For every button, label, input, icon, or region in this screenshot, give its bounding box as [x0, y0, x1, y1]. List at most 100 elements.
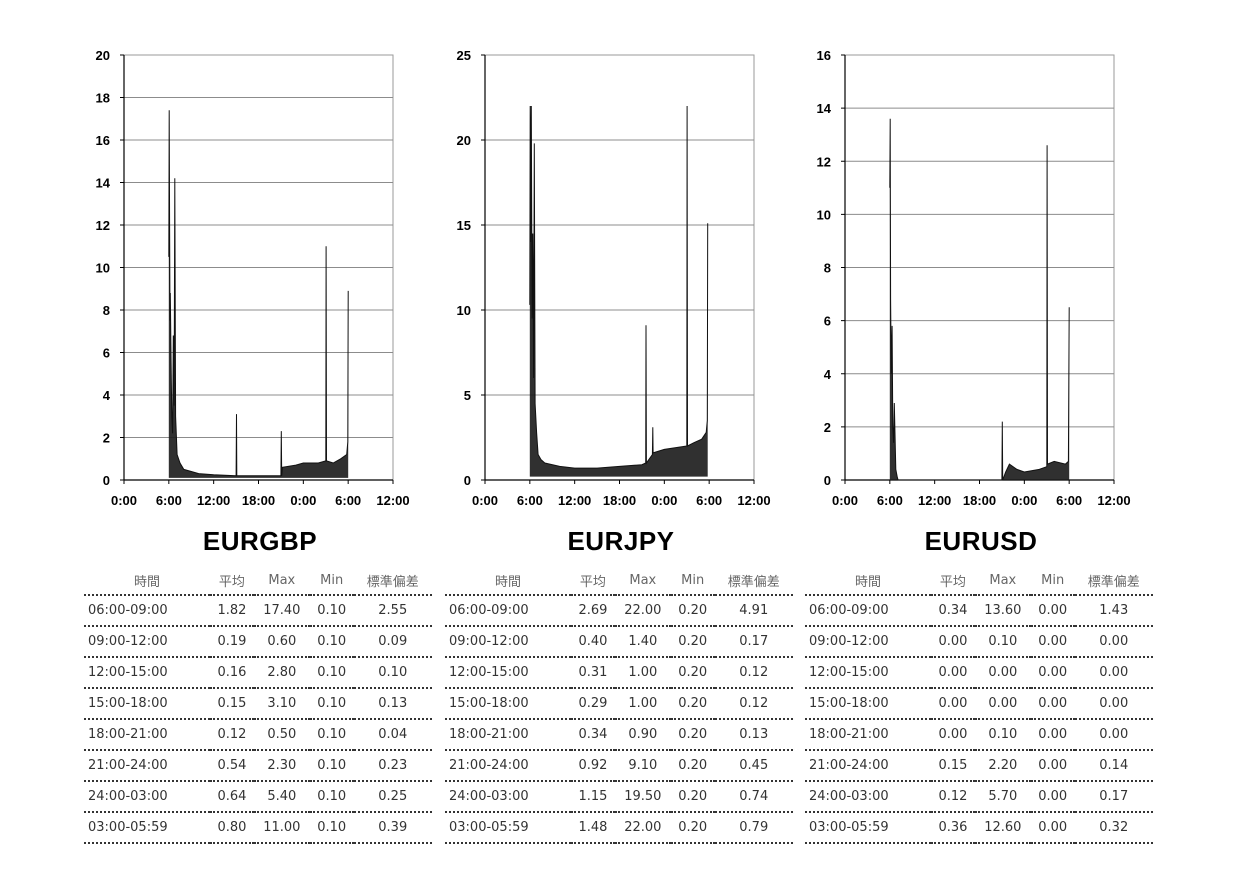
- y-tick-label: 5: [464, 388, 471, 403]
- table-cell: 0.10: [974, 626, 1031, 658]
- series-line: [529, 105, 709, 469]
- table-cell: 0.17: [1074, 781, 1153, 813]
- y-tick-label: 10: [96, 261, 110, 276]
- table-cell: 12:00-15:00: [805, 657, 932, 689]
- table-cell: 24:00-03:00: [445, 781, 572, 813]
- table-cell: 21:00-24:00: [445, 750, 572, 782]
- y-tick-label: 20: [96, 48, 110, 63]
- table-cell: 0.00: [1074, 626, 1153, 658]
- table-cell: 13.60: [974, 595, 1031, 627]
- table-row: 21:00-24:00 0.54 2.30 0.10 0.23: [84, 750, 432, 782]
- table-cell: 24:00-03:00: [805, 781, 932, 813]
- table-cell: 0.80: [210, 812, 254, 844]
- table-row: 24:00-03:00 0.64 5.40 0.10 0.25: [84, 781, 432, 813]
- table-cell: 1.15: [571, 781, 615, 813]
- y-tick-label: 16: [817, 48, 831, 63]
- table-cell: 24:00-03:00: [84, 781, 211, 813]
- table-cell: 18:00-21:00: [445, 719, 572, 751]
- table-cell: 0.00: [974, 657, 1031, 689]
- table-cell: 0.92: [571, 750, 615, 782]
- table-row: 06:00-09:00 2.69 22.00 0.20 4.91: [445, 595, 793, 627]
- table-cell: 03:00-05:59: [445, 812, 572, 844]
- table-cell: 0.20: [670, 626, 715, 658]
- table-cell: 0.10: [309, 750, 354, 782]
- table-cell: 0.20: [670, 781, 715, 813]
- y-tick-label: 6: [824, 314, 831, 329]
- table-row: 21:00-24:00 0.92 9.10 0.20 0.45: [445, 750, 793, 782]
- table-cell: 18:00-21:00: [84, 719, 211, 751]
- y-tick-label: 18: [96, 91, 110, 106]
- y-tick-label: 20: [457, 133, 471, 148]
- table-cell: 0.15: [210, 688, 254, 720]
- table-cell: 0.32: [1074, 812, 1153, 844]
- table-row: 09:00-12:00 0.40 1.40 0.20 0.17: [445, 626, 793, 658]
- y-tick-label: 14: [96, 176, 111, 191]
- table-cell: 1.00: [614, 657, 671, 689]
- table-header: Max: [614, 566, 671, 596]
- y-tick-label: 8: [103, 303, 110, 318]
- x-tick-label: 6:00: [1056, 493, 1082, 508]
- x-tick-label: 0:00: [290, 493, 316, 508]
- table-cell: 3.10: [253, 688, 310, 720]
- table-cell: 0.12: [714, 688, 793, 720]
- table-cell: 0.45: [714, 750, 793, 782]
- table-cell: 0.10: [309, 781, 354, 813]
- table-cell: 0.00: [931, 688, 975, 720]
- chart-title: EURJPY: [567, 526, 675, 556]
- table-cell: 15:00-18:00: [84, 688, 211, 720]
- table-cell: 0.00: [1074, 657, 1153, 689]
- y-tick-label: 15: [457, 218, 471, 233]
- table-cell: 21:00-24:00: [84, 750, 211, 782]
- table-cell: 09:00-12:00: [445, 626, 572, 658]
- table-cell: 0.09: [353, 626, 432, 658]
- chart-eurgbp: 0 2 4 6 8 10 12 14 16 18 20 0:00 6:00 12:00 18:00 0:00 6…: [96, 48, 410, 508]
- table-cell: 21:00-24:00: [805, 750, 932, 782]
- table-row: 15:00-18:00 0.15 3.10 0.10 0.13: [84, 688, 432, 720]
- table-cell: 0.10: [974, 719, 1031, 751]
- table-cell: 0.17: [714, 626, 793, 658]
- table-cell: 0.12: [714, 657, 793, 689]
- table-header: 標準偏差: [353, 566, 432, 596]
- table-cell: 15:00-18:00: [805, 688, 932, 720]
- table-cell: 0.12: [931, 781, 975, 813]
- table-cell: 0.16: [210, 657, 254, 689]
- table-cell: 0.00: [1074, 719, 1153, 751]
- chart-panel-eurjpy: 0 5 10 15 20 25 0:00 6:00 12:00 18:00 0:00 6:00 12:0…: [441, 0, 801, 883]
- table-cell: 0.00: [1030, 719, 1075, 751]
- table-row: 24:00-03:00 0.12 5.70 0.00 0.17: [805, 781, 1153, 813]
- x-tick-label: 12:00: [918, 493, 951, 508]
- table-cell: 0.36: [931, 812, 975, 844]
- table-cell: 0.31: [571, 657, 615, 689]
- table-cell: 0.00: [1030, 688, 1075, 720]
- y-tick-label: 2: [824, 420, 831, 435]
- table-header: Min: [670, 566, 715, 596]
- chart-eurusd: 0 2 4 6 8 10 12 14 16 0:00 6:00 12:00 18:00 0:00 6:00 1…: [817, 48, 1131, 508]
- table-cell: 0.13: [353, 688, 432, 720]
- table-cell: 0.20: [670, 812, 715, 844]
- table-cell: 2.20: [974, 750, 1031, 782]
- table-header: 時間: [445, 566, 572, 596]
- x-tick-label: 6:00: [696, 493, 722, 508]
- table-row: 18:00-21:00 0.12 0.50 0.10 0.04: [84, 719, 432, 751]
- table-cell: 0.10: [309, 719, 354, 751]
- x-tick-label: 6:00: [517, 493, 543, 508]
- table-row: 12:00-15:00 0.31 1.00 0.20 0.12: [445, 657, 793, 689]
- table-cell: 0.10: [309, 812, 354, 844]
- y-tick-label: 0: [103, 473, 110, 488]
- table-cell: 11.00: [253, 812, 310, 844]
- x-tick-label: 18:00: [242, 493, 275, 508]
- plot-area: [484, 54, 755, 481]
- table-cell: 0.00: [931, 657, 975, 689]
- table-cell: 0.60: [253, 626, 310, 658]
- table-cell: 0.25: [353, 781, 432, 813]
- table-row: 09:00-12:00 0.19 0.60 0.10 0.09: [84, 626, 432, 658]
- table-row: 03:00-05:59 0.80 11.00 0.10 0.39: [84, 812, 432, 844]
- y-tick-label: 16: [96, 133, 110, 148]
- y-tick-label: 10: [817, 207, 831, 222]
- table-cell: 0.20: [670, 657, 715, 689]
- table-row: 15:00-18:00 0.00 0.00 0.00 0.00: [805, 688, 1153, 720]
- table-cell: 03:00-05:59: [84, 812, 211, 844]
- table-header: 時間: [805, 566, 932, 596]
- table-cell: 2.69: [571, 595, 615, 627]
- x-tick-label: 12:00: [197, 493, 230, 508]
